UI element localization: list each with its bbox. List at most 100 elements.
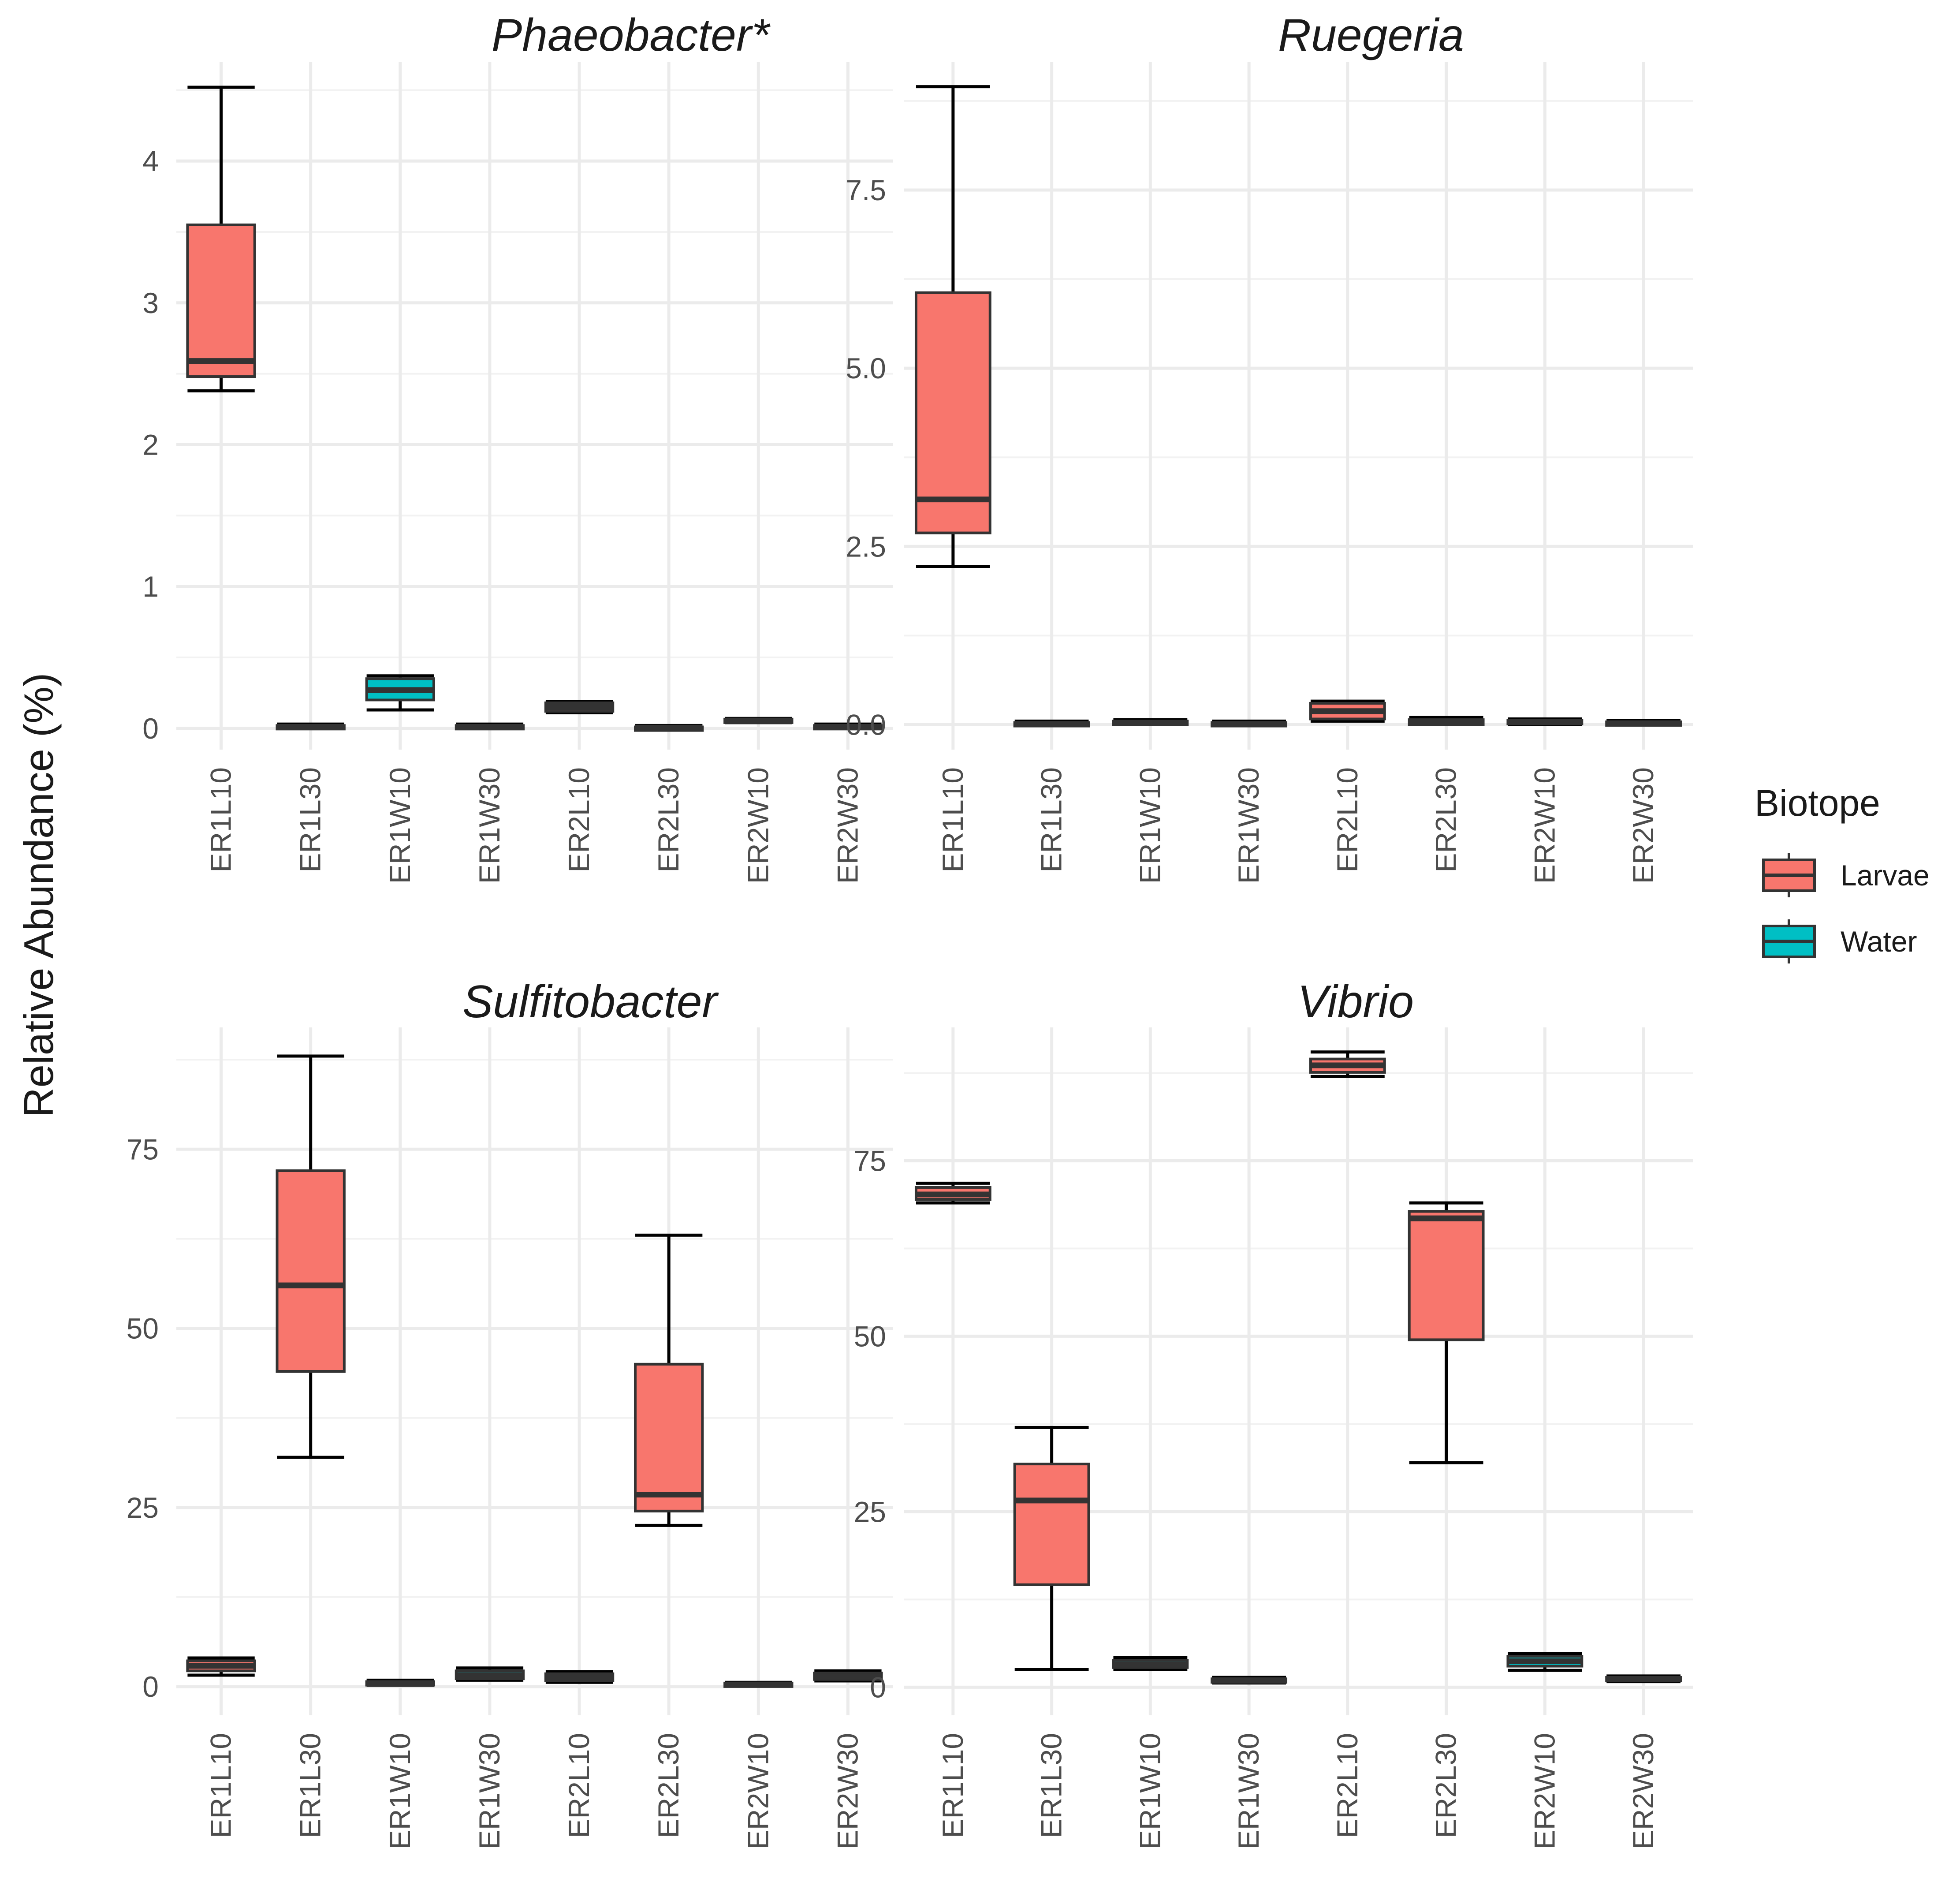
y-tick-label: 75 bbox=[127, 1133, 159, 1165]
y-axis-title: Relative Abundance (%) bbox=[15, 673, 62, 1117]
box-ER1L10 bbox=[186, 1656, 256, 1677]
x-tick-label: ER1W10 bbox=[1133, 767, 1166, 884]
x-tick-label: ER2W10 bbox=[742, 767, 774, 884]
box-ER2L30 bbox=[634, 1233, 704, 1527]
box-iqr bbox=[1408, 1210, 1485, 1341]
x-tick-label: ER1W10 bbox=[384, 1733, 416, 1849]
box-ER2W30 bbox=[813, 1669, 883, 1683]
box-iqr bbox=[186, 223, 256, 378]
x-tick-label: ER2W10 bbox=[1528, 1733, 1561, 1849]
x-tick-label: ER1W10 bbox=[1133, 1733, 1166, 1849]
y-tick-label: 50 bbox=[127, 1312, 159, 1345]
box-ER1W10 bbox=[365, 674, 435, 712]
box-ER1L30 bbox=[1013, 719, 1090, 728]
x-tick-label: ER1L30 bbox=[294, 767, 327, 873]
box-ER2W10 bbox=[1506, 717, 1584, 726]
box-iqr bbox=[1013, 1463, 1090, 1586]
x-tick-label: ER2W30 bbox=[1627, 767, 1659, 884]
box-ER2W10 bbox=[723, 1680, 794, 1688]
y-tick-label: 75 bbox=[854, 1144, 886, 1177]
x-tick-label: ER1W30 bbox=[1232, 1733, 1265, 1849]
x-tick-label: ER2L30 bbox=[652, 767, 685, 873]
box-ER2W10 bbox=[723, 717, 794, 724]
y-tick-label: 4 bbox=[142, 145, 159, 177]
box-ER2W30 bbox=[813, 722, 883, 731]
x-tick-label: ER2L30 bbox=[652, 1733, 685, 1838]
x-tick-label: ER1W30 bbox=[1232, 767, 1265, 884]
x-tick-label: ER2W10 bbox=[1528, 767, 1561, 884]
box-ER1L30 bbox=[1013, 1426, 1090, 1672]
box-ER1W10 bbox=[1112, 1656, 1189, 1672]
panel-1: 0 1 2 3 4 ER1L10 ER1L30 ER1W10 ER1W30 ER2L10 ER2L3… bbox=[142, 10, 893, 884]
panel-4: 0 25 50 75 ER1L10 ER1L30 ER1W10 ER1W30 ER2L10 ER2… bbox=[854, 976, 1693, 1849]
box-ER2W30 bbox=[1605, 719, 1682, 727]
x-tick-label: ER2L10 bbox=[563, 1733, 595, 1838]
x-tick-label: ER1L30 bbox=[294, 1733, 327, 1838]
x-tick-label: ER1L30 bbox=[1035, 1733, 1068, 1838]
box-ER1W10 bbox=[1112, 718, 1189, 726]
y-tick-label: 2.5 bbox=[846, 530, 886, 563]
facet-title: Sulfitobacter bbox=[462, 976, 719, 1027]
legend-title: Biotope bbox=[1755, 782, 1880, 824]
box-ER2W30 bbox=[1605, 1674, 1682, 1684]
y-tick-label: 25 bbox=[854, 1495, 886, 1528]
y-tick-label: 0.0 bbox=[846, 708, 886, 741]
x-tick-label: ER1L10 bbox=[205, 767, 237, 873]
legend-item-larvae: Larvae bbox=[1762, 853, 1930, 897]
box-ER2L30 bbox=[1408, 716, 1485, 726]
box-iqr bbox=[914, 291, 991, 534]
box-ER2L10 bbox=[1309, 699, 1386, 723]
box-ER2L10 bbox=[544, 700, 615, 714]
box-iqr bbox=[276, 1169, 346, 1373]
box-ER1W30 bbox=[1211, 1676, 1288, 1685]
legend-label: Water bbox=[1841, 925, 1917, 958]
x-tick-label: ER1L30 bbox=[1035, 767, 1068, 873]
box-ER1L10 bbox=[914, 1181, 991, 1205]
x-tick-label: ER1L10 bbox=[205, 1733, 237, 1838]
facet-title: Phaeobacter* bbox=[492, 10, 771, 61]
x-tick-label: ER2W30 bbox=[1627, 1733, 1659, 1849]
x-tick-label: ER1L10 bbox=[936, 767, 969, 873]
box-ER2L30 bbox=[634, 724, 704, 732]
x-tick-label: ER2L30 bbox=[1430, 767, 1462, 873]
y-tick-label: 2 bbox=[142, 428, 159, 461]
y-tick-label: 7.5 bbox=[846, 174, 886, 206]
x-tick-label: ER2L10 bbox=[563, 767, 595, 873]
box-ER2W10 bbox=[1506, 1652, 1584, 1672]
legend-item-water: Water bbox=[1762, 919, 1917, 963]
box-ER1L10 bbox=[914, 85, 991, 568]
panel-3: 0 25 50 75 ER1L10 ER1L30 ER1W10 ER1W30 ER2L10 ER2… bbox=[127, 976, 893, 1849]
box-ER2L10 bbox=[544, 1670, 615, 1684]
x-tick-label: ER2L30 bbox=[1430, 1733, 1462, 1838]
x-tick-label: ER2W10 bbox=[742, 1733, 774, 1849]
box-ER1W30 bbox=[455, 1666, 525, 1682]
box-iqr bbox=[634, 1363, 704, 1512]
box-ER1L30 bbox=[276, 722, 346, 731]
legend-label: Larvae bbox=[1841, 859, 1930, 892]
x-tick-label: ER1W30 bbox=[473, 1733, 506, 1849]
y-tick-label: 3 bbox=[142, 287, 159, 319]
y-tick-label: 25 bbox=[127, 1491, 159, 1524]
facet-title: Ruegeria bbox=[1278, 10, 1464, 61]
y-tick-label: 0 bbox=[870, 1671, 886, 1703]
x-tick-label: ER2W30 bbox=[831, 767, 864, 884]
y-tick-label: 1 bbox=[142, 570, 159, 603]
x-tick-label: ER2L10 bbox=[1331, 767, 1364, 873]
y-tick-label: 5.0 bbox=[846, 352, 886, 385]
y-tick-label: 0 bbox=[142, 712, 159, 745]
x-tick-label: ER1L10 bbox=[936, 1733, 969, 1838]
panel-2: 0.0 2.5 5.0 7.5 ER1L10 ER1L30 ER1W10 ER1W30 ER2L… bbox=[846, 10, 1693, 884]
x-tick-label: ER1W30 bbox=[473, 767, 506, 884]
x-tick-label: ER1W10 bbox=[384, 767, 416, 884]
y-tick-label: 0 bbox=[142, 1670, 159, 1703]
x-tick-label: ER2L10 bbox=[1331, 1733, 1364, 1838]
box-ER1W10 bbox=[365, 1678, 435, 1687]
y-tick-label: 50 bbox=[854, 1320, 886, 1352]
box-ER1L10 bbox=[186, 86, 256, 392]
box-ER2L10 bbox=[1309, 1050, 1386, 1078]
legend: Biotope Larvae Water bbox=[1755, 782, 1930, 963]
box-ER1W30 bbox=[455, 722, 525, 731]
facet-title: Vibrio bbox=[1297, 976, 1414, 1027]
box-ER1W30 bbox=[1211, 719, 1288, 728]
